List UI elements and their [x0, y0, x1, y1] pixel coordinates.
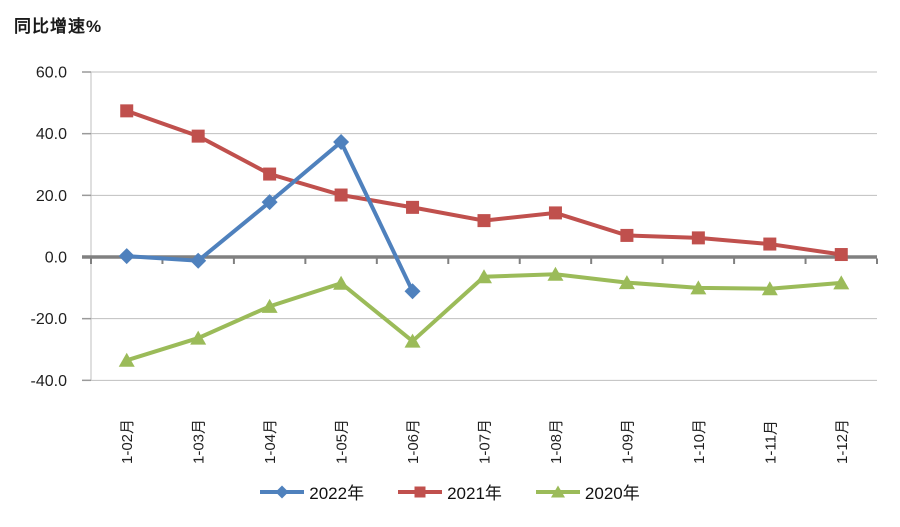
triangle-marker-icon: [550, 485, 565, 497]
y-tick-label: 0.0: [45, 250, 67, 267]
data-point-2022年: [404, 283, 421, 300]
y-tick-label: -20.0: [31, 311, 68, 328]
legend-item-2022年: 2022年: [260, 479, 364, 504]
x-category-label: 1-04月: [262, 419, 279, 464]
data-point-2020年: [476, 269, 492, 284]
y-tick-label: 60.0: [36, 65, 67, 82]
data-point-2021年: [191, 129, 205, 143]
data-point-2020年: [618, 275, 635, 290]
x-category-label: 1-09月: [619, 419, 636, 464]
legend-item-2020年: 2020年: [535, 479, 640, 504]
data-point-2021年: [406, 200, 420, 214]
data-point-2021年: [834, 248, 848, 262]
data-point-2020年: [547, 266, 564, 281]
series-line-2022年: [126, 138, 415, 293]
data-point-2020年: [333, 275, 350, 290]
x-category-label: 1-03月: [191, 419, 208, 464]
diamond-marker-icon: [275, 485, 289, 498]
data-point-2021年: [620, 228, 634, 242]
data-point-2020年: [833, 275, 850, 290]
legend-label: 2020年: [584, 484, 640, 503]
x-category-label: 1-11月: [762, 420, 779, 464]
y-tick-label: 40.0: [36, 126, 67, 143]
y-tick-label: 20.0: [36, 188, 67, 205]
data-point-2020年: [190, 330, 207, 345]
chart-legend: 2022年 2021年 2020年: [0, 479, 900, 504]
data-point-2020年: [761, 281, 778, 296]
data-point-2022年: [190, 252, 207, 269]
legend-swatch: [260, 485, 305, 498]
data-point-2022年: [118, 248, 135, 265]
data-point-2021年: [477, 214, 491, 228]
x-category-label: 1-06月: [405, 419, 422, 464]
legend-swatch: [535, 485, 580, 497]
series-line-2020年: [126, 272, 842, 363]
legend-item-2021年: 2021年: [398, 479, 502, 504]
legend-swatch: [398, 486, 443, 497]
data-point-2020年: [118, 352, 135, 367]
x-category-label: 1-12月: [834, 419, 851, 464]
data-point-2021年: [334, 188, 348, 202]
data-point-2020年: [261, 298, 278, 313]
data-point-2020年: [690, 280, 707, 295]
chart-title: 同比增速%: [14, 17, 103, 36]
data-point-2022年: [261, 194, 278, 211]
data-point-2021年: [120, 104, 134, 118]
y-tick-label: -40.0: [31, 373, 68, 390]
legend-label: 2022年: [309, 484, 365, 503]
data-point-2021年: [763, 237, 777, 251]
square-marker-icon: [414, 486, 426, 497]
data-point-2020年: [404, 333, 421, 348]
x-category-label: 1-10月: [691, 419, 708, 464]
x-category-label: 1-08月: [548, 419, 565, 464]
x-category-label: 1-02月: [119, 419, 136, 464]
data-point-2021年: [691, 231, 705, 245]
x-category-label: 1-05月: [334, 419, 351, 464]
legend-label: 2021年: [447, 484, 502, 503]
data-point-2021年: [263, 167, 277, 181]
x-category-label: 1-07月: [477, 419, 494, 464]
data-point-2022年: [333, 133, 350, 150]
data-point-2021年: [548, 206, 562, 220]
